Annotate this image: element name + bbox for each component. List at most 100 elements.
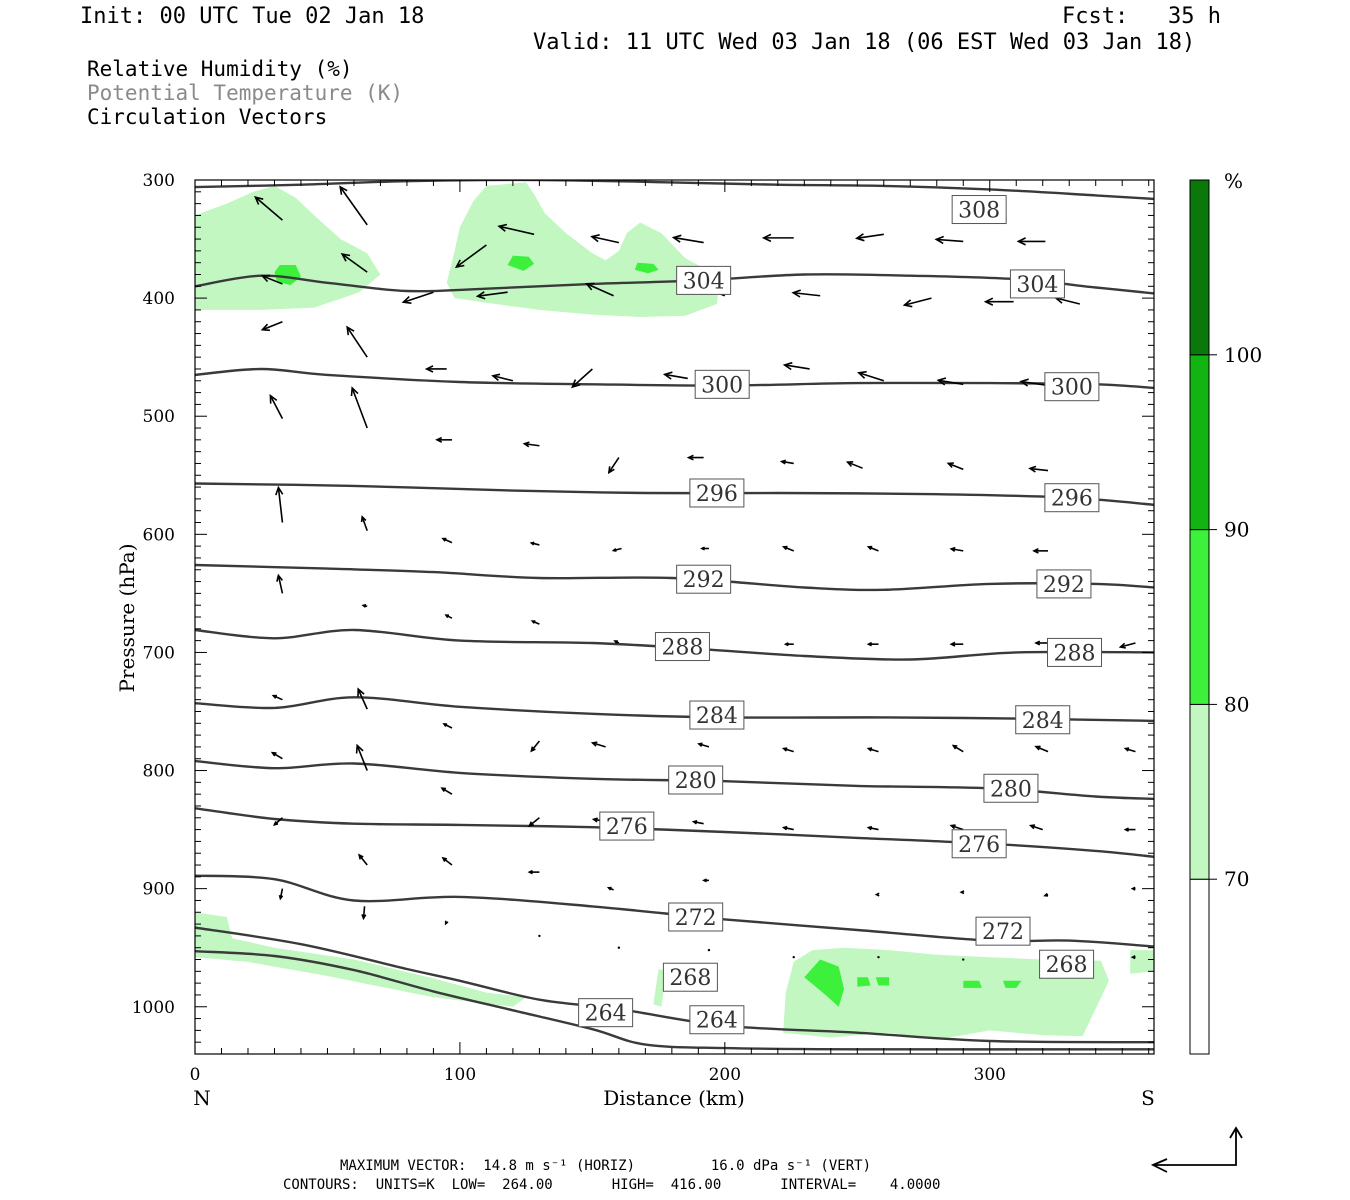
vector-head — [866, 825, 873, 831]
colorbar: 70 80 90 100 — [1189, 179, 1262, 1055]
vector-shaft — [938, 379, 964, 386]
vector-shaft — [277, 575, 284, 594]
vector-shaft — [351, 387, 368, 429]
circulation-vector — [857, 370, 885, 382]
contour-label-text: 272 — [675, 906, 717, 931]
circulation-vector — [442, 723, 453, 729]
circulation-vector — [702, 878, 709, 883]
circulation-vector — [946, 462, 964, 471]
vector-shaft — [1020, 380, 1049, 387]
vector-head — [590, 741, 598, 747]
theta-contour-284 — [195, 696, 1154, 723]
rh-region-80 — [274, 265, 301, 286]
vector-shaft — [269, 395, 284, 419]
vector-shaft — [498, 225, 535, 236]
circulation-vector — [529, 541, 540, 546]
vector-head — [522, 441, 530, 448]
rh-region-80 — [857, 977, 871, 987]
circulation-vector — [613, 640, 620, 644]
vector-head — [611, 547, 617, 552]
contour-label-text: 292 — [1043, 573, 1085, 598]
colorbar-label: 80 — [1224, 692, 1249, 716]
vector-head — [983, 297, 994, 306]
max-vector-note: MAXIMUM VECTOR: 14.8 m s⁻¹ (HORIZ) 16.0 … — [340, 1158, 872, 1174]
circulation-vector — [530, 740, 541, 753]
x-tick-label: 200 — [709, 1065, 741, 1085]
vector-head — [591, 817, 598, 823]
contour-label-box — [689, 700, 745, 730]
axes-layer: 0 100 200 300 300 400 500 600 700 800 900 1000 — [132, 171, 1155, 1085]
rh-region-70 — [783, 947, 1109, 1040]
circulation-vector — [949, 824, 964, 831]
circulation-vector — [440, 787, 453, 795]
circulation-vector — [538, 934, 541, 938]
vector-head — [1028, 465, 1037, 473]
vector-head — [441, 856, 448, 862]
vector-head — [1019, 378, 1029, 387]
vector-shaft — [262, 275, 283, 285]
contour-label-text: 292 — [683, 568, 725, 593]
contour-label-text: 284 — [1022, 709, 1064, 734]
contour-label-text: 300 — [701, 373, 743, 398]
vector-head — [340, 253, 351, 262]
vector-head — [946, 462, 954, 469]
vector-dot — [792, 955, 795, 959]
vector-shaft — [358, 854, 368, 866]
vector-shaft — [856, 233, 884, 240]
y-tick-label: 500 — [143, 407, 175, 427]
circulation-vector — [854, 233, 884, 242]
contour-label-box — [676, 265, 732, 295]
theta-contour-296 — [195, 482, 1154, 506]
vector-head — [424, 365, 434, 373]
circulation-vector — [355, 743, 368, 771]
vector-shaft — [592, 742, 606, 748]
vector-shaft — [1055, 297, 1081, 305]
vector-head — [275, 485, 284, 496]
vector-head — [761, 233, 772, 243]
circulation-vector — [951, 744, 964, 753]
vector-head — [435, 436, 443, 443]
contour-label-text: 268 — [1046, 953, 1088, 978]
contour-label-text: 264 — [585, 1002, 627, 1027]
vector-head — [441, 537, 447, 542]
contour-label-268: 268 — [1039, 949, 1095, 979]
vector-head — [444, 920, 449, 926]
vector-shaft — [784, 364, 810, 370]
circulation-vector — [497, 223, 535, 236]
circulation-vector — [671, 234, 704, 244]
circulation-vector — [275, 485, 284, 523]
contour-label-308: 308 — [951, 195, 1007, 225]
vector-head — [590, 234, 600, 243]
vector-head — [1034, 640, 1041, 646]
vector-head — [276, 573, 284, 582]
vector-head — [949, 641, 956, 647]
vector-shaft — [528, 817, 540, 827]
circulation-vector — [959, 890, 965, 895]
circulation-vector — [781, 825, 794, 831]
contour-label-text: 296 — [696, 482, 738, 507]
vector-head — [272, 821, 279, 827]
vector-head — [781, 825, 788, 831]
contour-label-box — [676, 564, 732, 594]
contour-label-box — [689, 1005, 745, 1035]
circulation-vector — [272, 817, 283, 827]
circulation-vector — [454, 244, 487, 269]
vector-head — [781, 747, 788, 752]
vector-head — [686, 454, 694, 461]
vector-head — [936, 377, 947, 386]
vector-head — [1130, 886, 1136, 891]
contour-label-text: 284 — [696, 704, 738, 729]
contour-label-layer: 308 304 304 300 300 296 296 292 292 288 288 284 284 2… — [578, 195, 1103, 1035]
vector-dot — [707, 948, 711, 952]
colorbar-segment — [1189, 354, 1210, 531]
vector-shaft — [904, 297, 932, 306]
circulation-vector — [358, 853, 368, 866]
vector-shaft — [339, 186, 368, 226]
contour-label-text: 304 — [1016, 273, 1058, 298]
circulation-vector — [1118, 642, 1136, 649]
circulation-vector — [1034, 640, 1049, 646]
reference-vector-icon — [1150, 1126, 1243, 1173]
circulation-vector — [700, 546, 709, 551]
rh-region-80 — [804, 959, 844, 1007]
vector-head — [934, 235, 944, 245]
